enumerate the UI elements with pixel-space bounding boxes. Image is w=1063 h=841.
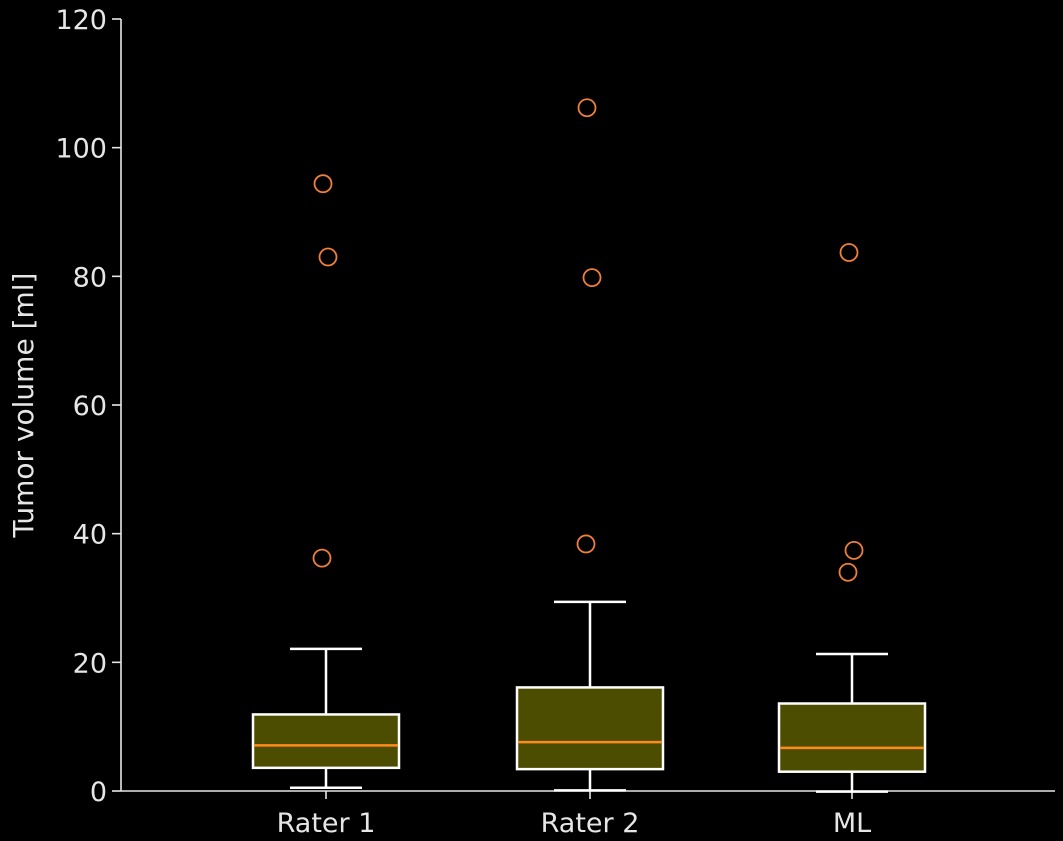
x-tick-label: Rater 2: [541, 808, 640, 839]
y-axis-label: Tumor volume [ml]: [7, 273, 40, 539]
outlier-point: [576, 534, 596, 554]
x-tick-label: ML: [833, 808, 871, 839]
y-tick-label: 60: [73, 391, 107, 422]
box-series: [251, 98, 927, 793]
y-tick-label: 120: [55, 5, 107, 36]
outlier-point: [318, 247, 338, 267]
outlier-point: [582, 268, 602, 288]
box-group: [777, 243, 927, 793]
outlier-point: [312, 548, 332, 568]
y-tick-label: 20: [73, 648, 107, 679]
outlier-point: [844, 540, 864, 560]
y-tick-label: 100: [55, 134, 107, 165]
box-iqr: [777, 702, 927, 773]
outlier-point: [838, 562, 858, 582]
axes: 0 20 40 60 80 100 120 Rater 1 Rater 2 ML: [55, 5, 1055, 839]
y-tick-label: 0: [90, 777, 107, 808]
outlier-point: [839, 243, 859, 262]
box-iqr: [251, 713, 401, 770]
box-group: [251, 174, 401, 790]
outlier-point: [577, 98, 597, 118]
x-tick-label: Rater 1: [277, 808, 376, 839]
y-tick-label: 80: [73, 262, 107, 293]
box-group: [515, 98, 665, 792]
outlier-point: [313, 174, 333, 194]
y-tick-label: 40: [73, 520, 107, 551]
box-iqr: [515, 686, 665, 771]
